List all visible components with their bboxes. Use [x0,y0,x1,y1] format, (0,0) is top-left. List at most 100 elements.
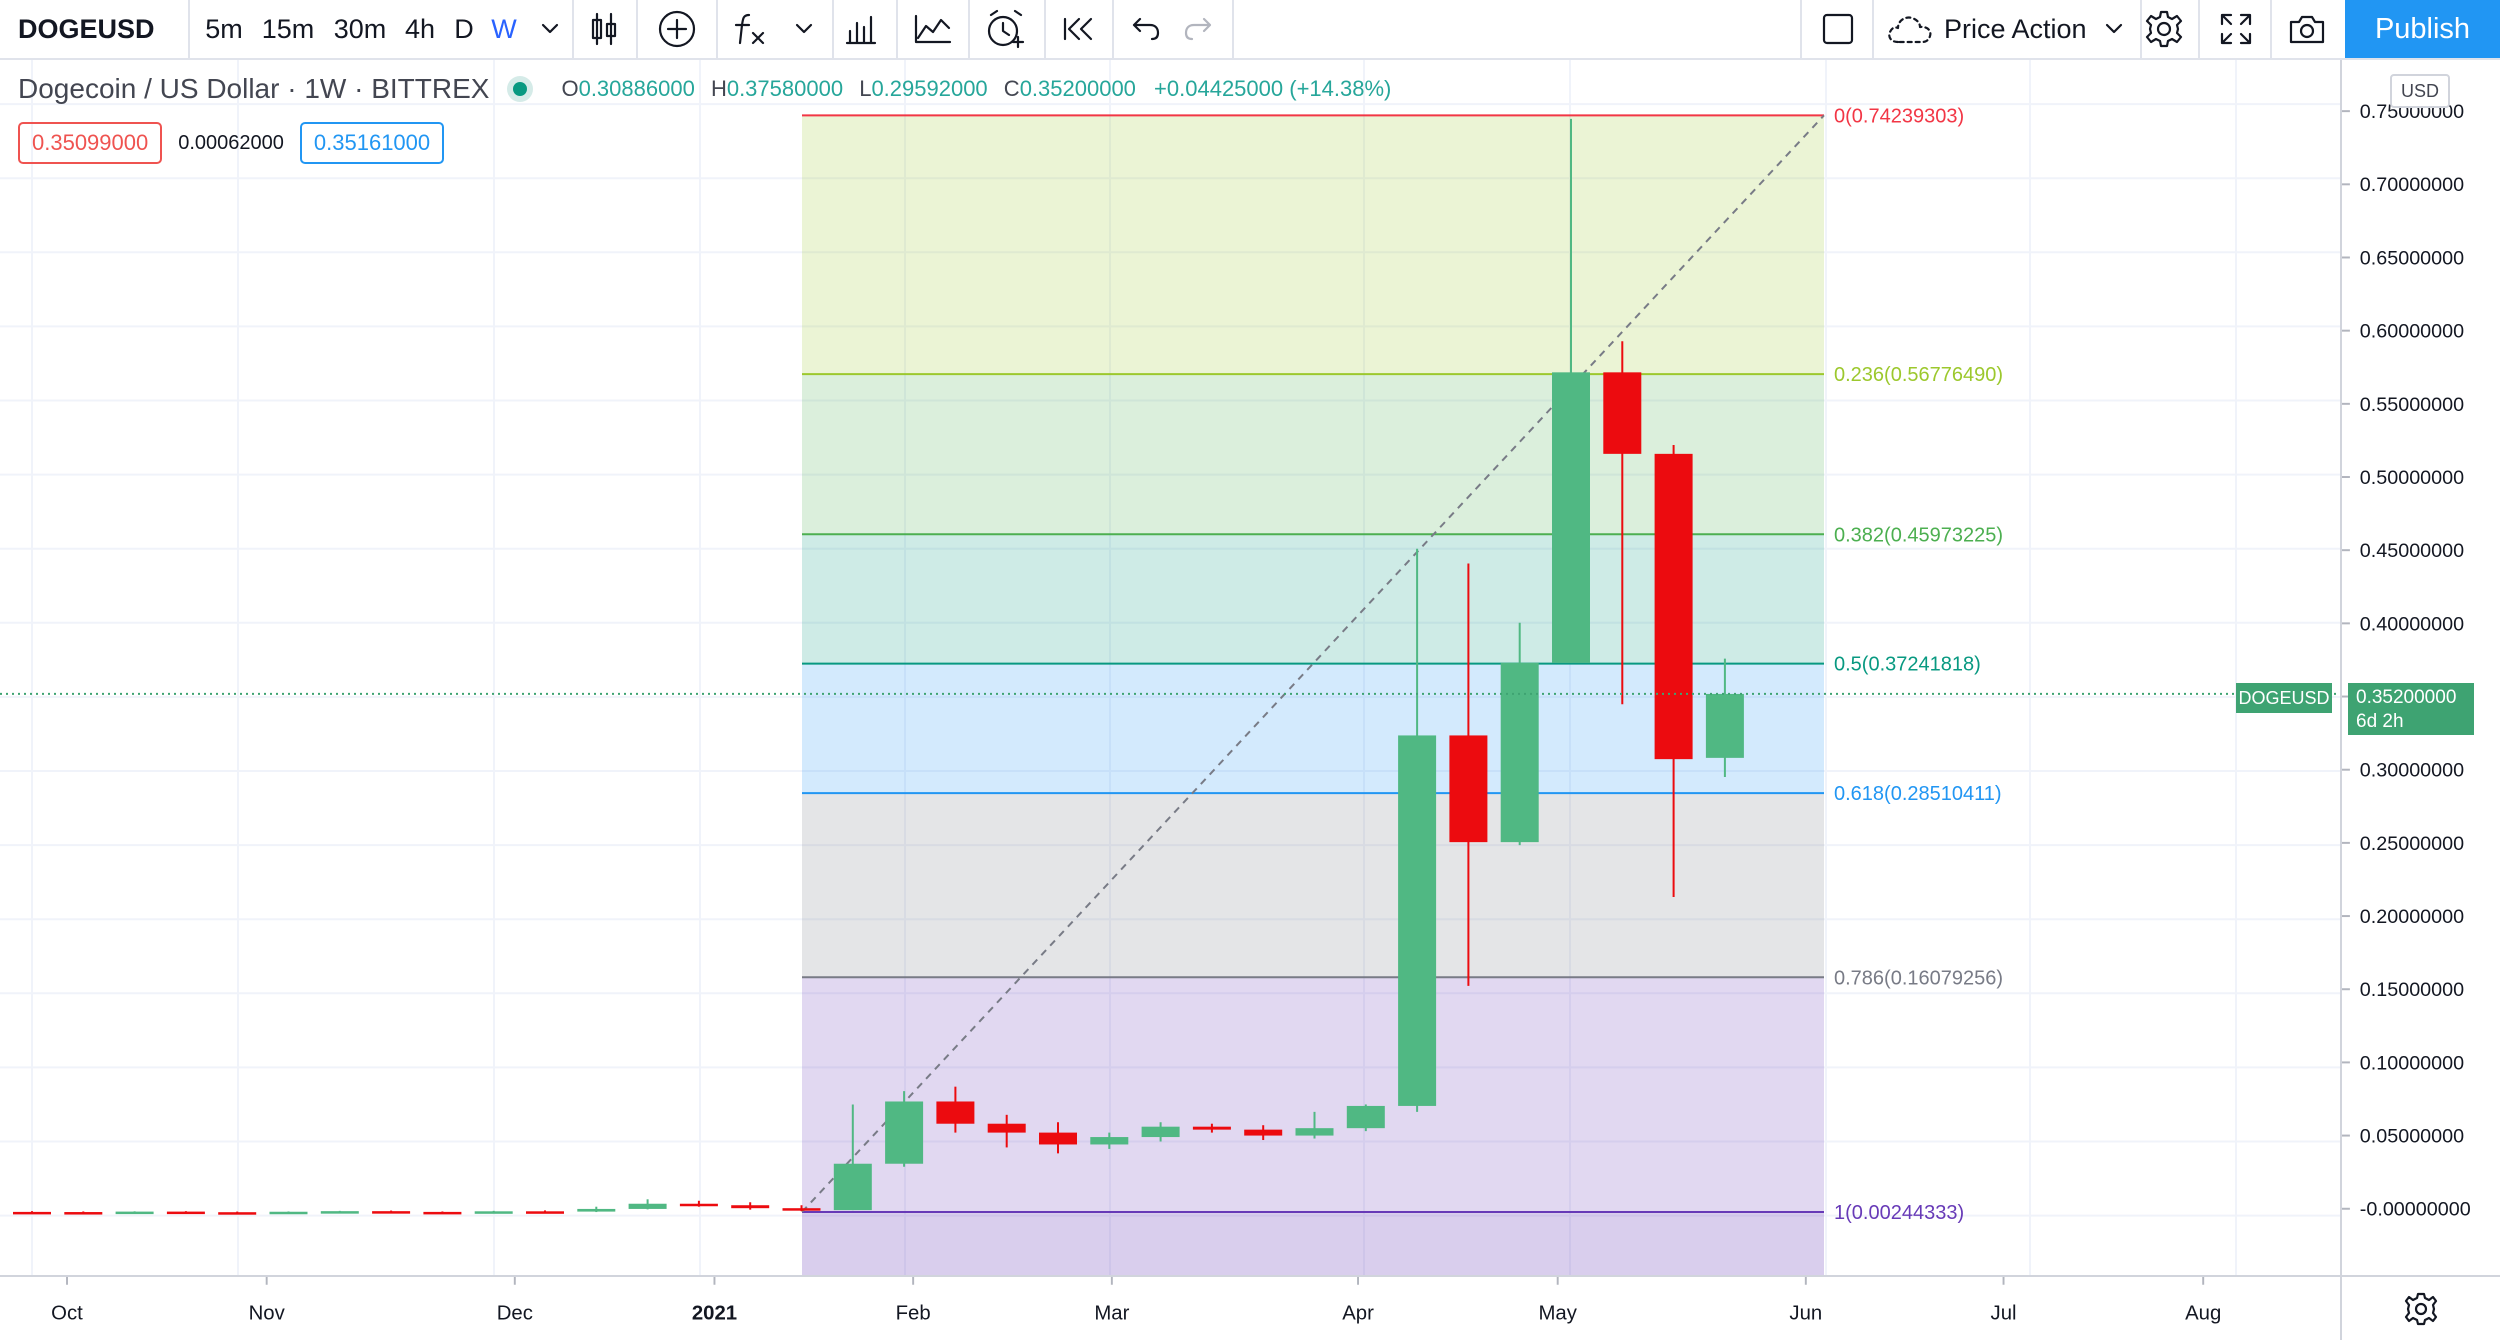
toolbar-divider [1044,0,1046,58]
scale-settings-button[interactable] [2340,1275,2500,1340]
candle-body [1192,1126,1231,1130]
candle [474,1210,513,1214]
candle-body [320,1211,359,1214]
interval-30m[interactable]: 30m [333,13,387,44]
candle [1654,444,1693,897]
candle-body [1090,1137,1129,1145]
chart-pane[interactable]: 0(0.74239303) 0.236(0.56776490) 0.382(0.45… [0,60,2340,1275]
candle-body [577,1208,616,1212]
sell-button[interactable]: 0.35099000 [18,122,163,164]
legend-close: 0.35200000 [1019,76,1136,101]
currency-badge[interactable]: USD [2390,74,2450,108]
candle [13,1211,51,1215]
candle-body [474,1211,513,1214]
replay-icon [1063,17,1093,41]
price-tick-label: 0.50000000 [2360,467,2464,489]
chart-type-button[interactable] [584,0,624,58]
interval-d[interactable]: D [454,13,474,44]
fib-level-label: 0.382(0.45973225) [1834,524,2003,546]
gear-icon [2404,1292,2438,1325]
candle [1398,548,1437,1112]
price-tick-label: 0.45000000 [2360,540,2464,562]
interval-dropdown[interactable] [530,0,570,58]
current-symbol-label: DOGEUSD [2236,683,2332,713]
candle-body [13,1211,51,1215]
candle [526,1210,564,1214]
chart-grid [0,60,2340,1275]
templates-button[interactable] [910,0,956,58]
templates-icon [914,14,952,44]
interval-15m[interactable]: 15m [261,13,315,44]
fib-zone [802,115,1824,375]
price-tick-label: 0.70000000 [2360,174,2464,196]
time-tick-label: Aug [2185,1303,2221,1325]
candle [628,1199,667,1210]
candle-body [731,1205,770,1209]
candle [1500,622,1539,846]
redo-button[interactable] [1178,0,1218,58]
settings-button[interactable] [2144,0,2184,58]
candle-body [526,1211,564,1214]
time-tick-label: 2021 [692,1303,737,1325]
candle-body [1295,1128,1334,1136]
buy-button[interactable]: 0.35161000 [299,122,445,164]
toolbar-divider [2270,0,2272,58]
time-scale[interactable]: Oct Nov Dec 2021 Feb Mar Apr May Jun Jul Aug [0,1275,2340,1340]
candle-body [1500,662,1539,843]
candle [731,1202,770,1210]
candle [885,1091,924,1167]
toolbar-divider [1232,0,1234,58]
price-scale[interactable]: 0.750000000.700000000.650000000.60000000… [2340,60,2500,1275]
candle-body [1552,372,1590,663]
publish-button[interactable]: Publish [2345,0,2500,58]
legend-title[interactable]: Dogecoin / US Dollar · 1W · BITTREX [18,73,490,104]
candle [1039,1122,1077,1154]
toolbar-divider [896,0,898,58]
snapshot-button[interactable] [2286,0,2328,58]
fib-zone [802,1211,1824,1275]
candle [1295,1111,1334,1139]
symbol-search[interactable]: DOGEUSD [18,13,155,44]
candle-body [269,1211,308,1215]
layout-menu[interactable]: Price Action [1886,0,2136,58]
candle [1192,1123,1231,1133]
interval-w[interactable]: W [491,13,517,44]
price-tick-label: 0.55000000 [2360,394,2464,416]
current-price-label: DOGEUSD 0.35200000 6d 2h [2236,683,2474,735]
gear-icon [2145,10,2183,48]
legend-open: 0.30886000 [578,76,695,101]
add-compare-icon [658,10,696,48]
time-tick-label: Jun [1789,1303,1822,1325]
fib-zone [802,793,1824,978]
camera-icon [2289,15,2325,44]
toolbar-divider [188,0,190,58]
fx-indicators-icon [734,13,765,45]
candle-body [936,1101,975,1124]
alert-icon [987,9,1025,49]
toolbar-divider [572,0,574,58]
bar-chart-icon [845,15,877,45]
fullscreen-button[interactable] [2216,0,2256,58]
price-tick-label: -0.00000000 [2360,1199,2471,1221]
candle-body [1244,1129,1283,1136]
indicators-dropdown[interactable] [786,0,822,58]
candle-body [218,1212,257,1215]
fib-retracement[interactable]: 0(0.74239303) 0.236(0.56776490) 0.382(0.45… [801,105,2003,1275]
price-tick-label: 0.10000000 [2360,1052,2464,1074]
fib-zone [802,663,1824,794]
undo-button[interactable] [1126,0,1166,58]
fib-zone [802,374,1824,535]
indicators-button[interactable] [730,0,770,58]
candle-body [885,1101,924,1164]
interval-4h[interactable]: 4h [404,13,436,44]
alert-button[interactable] [982,0,1030,58]
interval-5m[interactable]: 5m [205,13,243,44]
replay-button[interactable] [1058,0,1098,58]
select-layout-button[interactable] [1818,0,1858,58]
financials-button[interactable] [840,0,882,58]
toolbar-divider [832,0,834,58]
current-price-value: 0.35200000 6d 2h [2348,683,2474,735]
compare-button[interactable] [654,0,700,58]
time-tick-label: Feb [896,1303,931,1325]
candle [1603,341,1642,705]
